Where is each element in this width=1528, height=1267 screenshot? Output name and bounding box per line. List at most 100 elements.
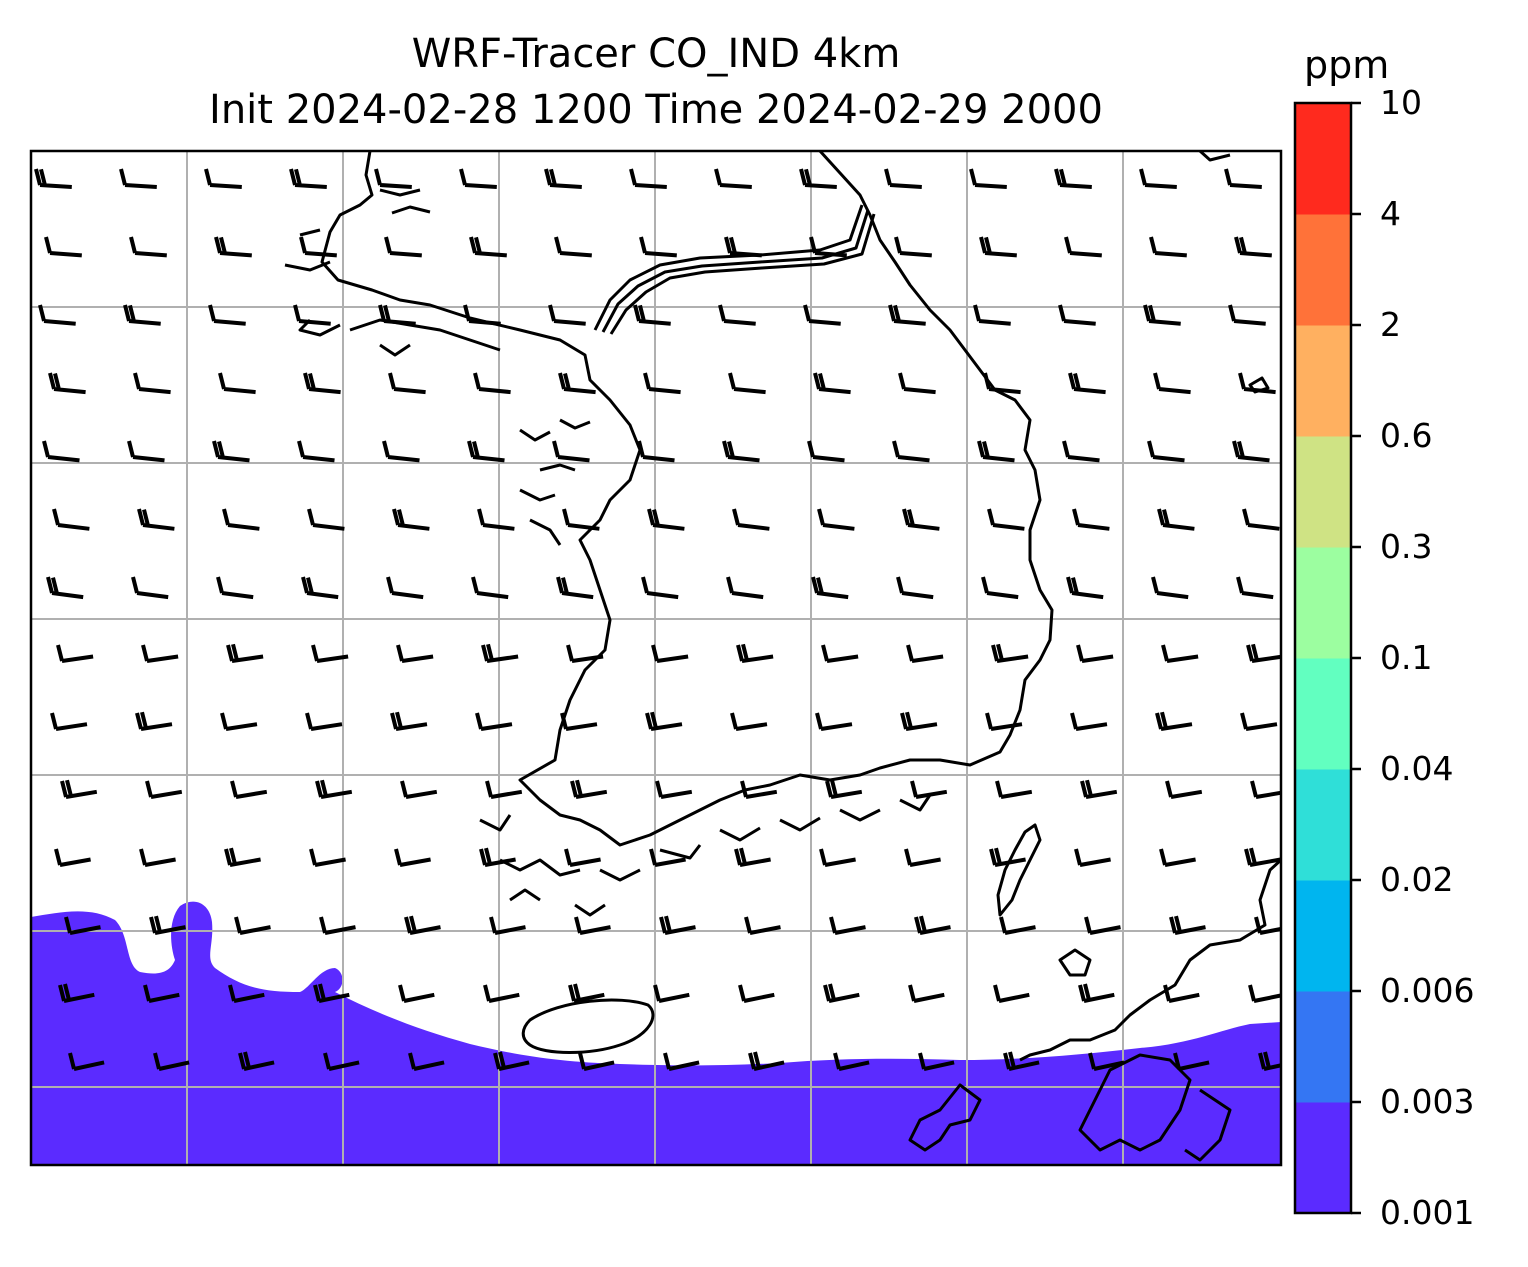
wind-barb	[1139, 168, 1177, 189]
wind-barb	[1234, 236, 1272, 258]
wind-barb	[1169, 915, 1206, 935]
wind-barb	[1163, 984, 1200, 1003]
wind-barb	[46, 576, 84, 600]
wind-barb	[714, 168, 752, 189]
wind-barb	[127, 440, 165, 463]
wind-barb	[408, 1052, 445, 1071]
wind-barb	[384, 236, 422, 258]
wind-barb	[724, 236, 762, 258]
colorbar-tick-label: 0.02	[1380, 860, 1454, 899]
wind-barb	[560, 712, 598, 731]
wind-barb	[1078, 983, 1115, 1003]
wind-barb	[228, 984, 265, 1003]
wind-barb	[544, 168, 582, 189]
wind-barb	[900, 711, 938, 731]
wind-barb	[991, 643, 1029, 663]
wind-barb	[904, 848, 941, 867]
colorbar-band	[1295, 325, 1351, 437]
wind-barb	[815, 712, 853, 731]
wind-barb	[726, 576, 764, 600]
wind-barb	[143, 984, 180, 1003]
wind-barb	[833, 1052, 870, 1071]
colorbar-tick-label: 0.003	[1380, 1082, 1475, 1121]
wind-barb	[821, 644, 859, 663]
wind-barb	[637, 440, 675, 463]
wind-barb	[301, 576, 339, 600]
wind-barb	[641, 576, 679, 600]
wind-barb	[645, 711, 683, 731]
wind-barb	[1161, 644, 1199, 663]
wind-barb	[629, 168, 667, 189]
wind-barb	[214, 236, 252, 258]
wind-barb	[139, 848, 176, 867]
wind-barb	[42, 440, 80, 463]
wind-barb	[396, 644, 434, 663]
wind-barb	[566, 644, 604, 663]
wind-barb	[1070, 712, 1108, 731]
wind-barb	[558, 372, 596, 395]
wind-barb	[819, 848, 856, 867]
wind-barb	[473, 372, 511, 395]
wind-barb	[825, 779, 863, 799]
wind-barb	[212, 440, 250, 463]
wind-barb	[64, 916, 101, 935]
wind-barb	[1250, 780, 1281, 799]
wind-barb	[1072, 508, 1110, 531]
wind-barb	[133, 372, 171, 395]
wind-barb	[655, 780, 693, 799]
wind-barb	[131, 576, 169, 600]
colorbar-tick-label: 0.001	[1380, 1193, 1475, 1232]
wind-barb	[374, 168, 412, 189]
wind-barb	[884, 168, 922, 189]
wind-barb	[307, 508, 345, 531]
colorbar-units: ppm	[1304, 43, 1390, 87]
wind-barb	[404, 915, 441, 935]
wind-barb	[1165, 780, 1203, 799]
map-frame	[29, 149, 1283, 1167]
colorbar-band	[1295, 1102, 1351, 1214]
wind-barb	[52, 508, 90, 531]
wind-barb	[1151, 576, 1189, 600]
wind-barb	[305, 712, 343, 731]
wind-barb	[823, 983, 860, 1003]
wind-barb	[216, 576, 254, 600]
wind-barb	[973, 304, 1011, 326]
wind-barb	[999, 916, 1036, 935]
wind-barb	[58, 983, 95, 1003]
wind-barb	[394, 848, 431, 867]
wind-barbs	[34, 168, 1281, 1071]
wind-barb	[659, 915, 696, 935]
colorbar-tick-label: 2	[1380, 305, 1401, 344]
wind-barb	[56, 644, 94, 663]
wind-barb	[1173, 1052, 1210, 1071]
wind-barb	[1080, 779, 1118, 799]
wind-barb	[44, 236, 82, 258]
colorbar-tick-label: 4	[1380, 194, 1401, 233]
colorbar-tick-label: 0.006	[1380, 971, 1475, 1010]
wind-barb	[1240, 712, 1278, 731]
wind-barb	[224, 847, 261, 867]
wind-barb	[651, 644, 689, 663]
wind-barb	[1003, 1051, 1040, 1071]
colorbar-band	[1295, 658, 1351, 770]
colorbar-ticks	[1351, 101, 1361, 1215]
wind-barb	[918, 1052, 955, 1071]
wind-barb	[289, 168, 327, 189]
wind-barb	[977, 440, 1015, 463]
wind-barb	[910, 780, 948, 799]
wind-barb	[479, 847, 516, 867]
wind-barb	[489, 916, 526, 935]
wind-barb	[68, 1052, 105, 1071]
wind-barb	[1258, 1051, 1281, 1071]
wind-barb	[799, 168, 837, 189]
wind-barb	[969, 168, 1007, 189]
wind-barb	[149, 915, 186, 935]
wind-barb	[803, 304, 841, 326]
wind-barb	[1157, 508, 1195, 531]
wind-barb	[309, 848, 346, 867]
wind-barb	[908, 984, 945, 1003]
wind-barb	[914, 915, 951, 935]
wind-barb	[738, 984, 775, 1003]
wind-barb	[38, 304, 76, 326]
